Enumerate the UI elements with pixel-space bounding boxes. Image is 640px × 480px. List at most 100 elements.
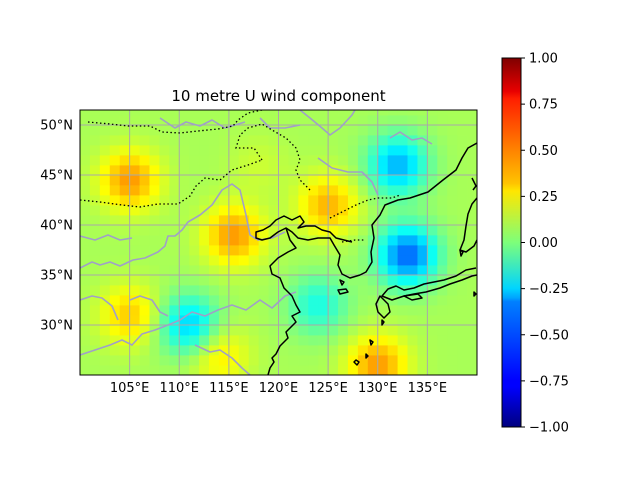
heatmap-cell [199,195,210,206]
heatmap-cell [437,285,448,296]
heatmap-cell [139,225,150,236]
heatmap-cell [159,175,170,186]
heatmap-cell [80,135,91,146]
ytick-label: 30°N [40,319,73,334]
heatmap-cell [209,315,220,326]
heatmap-cell [228,285,240,296]
heatmap-cell [288,175,299,186]
heatmap-cell [367,365,379,375]
heatmap-cell [248,205,260,216]
ytick-label: 50°N [40,119,73,134]
heatmap-cell [209,285,220,296]
heatmap-cell [218,265,230,276]
heatmap-cell [89,195,101,206]
heatmap-cell [328,275,339,286]
heatmap-cell [357,215,369,226]
heatmap-cell [179,275,190,286]
heatmap-cell [298,285,309,296]
heatmap-cell [417,205,428,216]
heatmap-cell [258,145,269,156]
heatmap-cell [447,115,458,126]
heatmap-cell [218,305,230,316]
heatmap-cell [397,325,408,336]
latitude-ticks: 30°N 35°N 40°N 45°N 50°N [40,119,73,334]
heatmap-cell [377,365,389,375]
heatmap-cell [248,365,260,375]
heatmap-cell [278,135,289,146]
heatmap-cell [288,110,299,116]
heatmap-cell [457,155,468,166]
heatmap-cell [238,175,250,186]
heatmap-cell [209,245,220,256]
heatmap-cell [139,125,150,136]
heatmap-cell [347,135,359,146]
gridlines [80,110,477,375]
heatmap-cell [80,225,91,236]
heatmap-cell [328,115,339,126]
heatmap-cell [298,315,309,326]
heatmap-cell [278,285,289,296]
heatmap-cell [139,355,150,366]
river-south [194,344,251,375]
river-west-2 [129,295,169,317]
heatmap-cell [308,355,319,366]
heatmap-cell [407,125,418,136]
heatmap-cell [347,125,359,136]
heatmap-cell [99,245,111,256]
heatmap-cell [407,255,418,266]
heatmap-cell [119,115,131,126]
heatmap-cell [447,135,458,146]
heatmap-cell [417,185,428,196]
heatmap-cell [248,335,260,346]
heatmap-cell [199,145,210,156]
heatmap-cell [298,165,309,176]
heatmap-cell [328,165,339,176]
heatmap-cell [258,275,269,286]
heatmap-cell [149,155,160,166]
heatmap-cell [407,235,418,246]
heatmap-cell [308,215,319,226]
heatmap-cell [437,255,448,266]
heatmap-cell [457,185,468,196]
heatmap-cell [387,245,399,256]
heatmap-cell [179,175,190,186]
heatmap-cell [258,185,269,196]
heatmap-cell [367,245,379,256]
heatmap-cell [189,335,200,346]
heatmap-cell [169,275,180,286]
heatmap-cell [268,245,279,256]
heatmap-cell [467,275,477,286]
heatmap-cell [89,245,101,256]
heatmap-cell [417,285,428,296]
heatmap-cell [437,355,448,366]
heatmap-cell [189,110,200,116]
heatmap-cell [139,195,150,206]
heatmap-cell [268,345,279,356]
heatmap-cell [139,365,150,375]
heatmap-cell [139,145,150,156]
heatmap-cell [318,345,329,356]
heatmap-cell [437,195,448,206]
heatmap-cell [407,205,418,216]
heatmap-cell [367,165,379,176]
heatmap-cell [248,275,260,286]
river-yangtze [80,291,297,356]
heatmap-cell [228,335,240,346]
heatmap-cell [357,245,369,256]
heatmap-cell [328,355,339,366]
heatmap-cell [238,145,250,156]
heatmap-cell [357,315,369,326]
heatmap-cell [248,295,260,306]
heatmap-cell [457,345,468,356]
heatmap-cell [377,185,389,196]
heatmap-cell [169,265,180,276]
heatmap-cell [179,115,190,126]
heatmap-cell [129,315,140,326]
heatmap-cell [169,195,180,206]
heatmap-cell [169,315,180,326]
heatmap-cell [397,145,408,156]
heatmap-cell [129,165,140,176]
heatmap-cell [467,135,477,146]
colorbar-tick-label: −0.50 [529,328,569,343]
heatmap-cell [288,265,299,276]
